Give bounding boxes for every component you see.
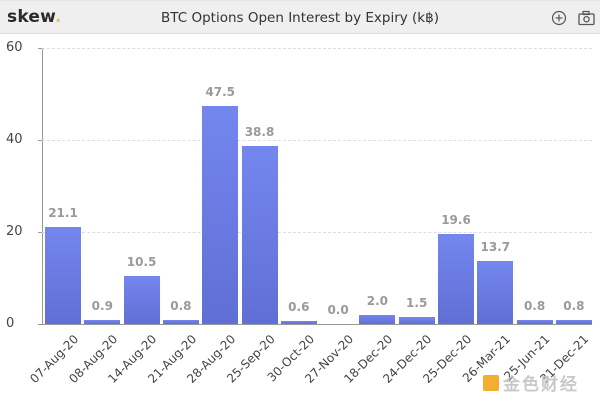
camera-icon[interactable] bbox=[578, 10, 595, 26]
y-axis bbox=[42, 48, 43, 325]
gridline bbox=[42, 140, 592, 141]
y-tick-mark bbox=[38, 140, 42, 141]
bar[interactable] bbox=[280, 321, 317, 324]
watermark: 金色财经 bbox=[483, 370, 579, 395]
logo-dot: . bbox=[54, 7, 62, 27]
bar[interactable] bbox=[359, 314, 396, 324]
logo-text: skew bbox=[7, 7, 55, 27]
bar[interactable] bbox=[516, 320, 553, 324]
bar-value-label: 0.8 bbox=[170, 299, 192, 314]
bar[interactable] bbox=[555, 320, 592, 324]
bar[interactable] bbox=[438, 233, 474, 324]
bar[interactable] bbox=[241, 145, 278, 324]
bar-value-label: 2.0 bbox=[366, 293, 389, 308]
gridline bbox=[42, 232, 592, 233]
bar-chart: 60 40 20 0 21.1 07-Aug-20 0.9 08-Aug-20 10.5 14-A… bbox=[0, 34, 600, 403]
y-tick-label: 40 bbox=[6, 132, 23, 147]
watermark-logo-icon bbox=[483, 374, 499, 391]
y-tick-label: 0 bbox=[6, 316, 15, 331]
bar-value-label: 10.5 bbox=[126, 254, 157, 269]
bar-value-label: 0.6 bbox=[288, 300, 310, 315]
y-tick-label: 20 bbox=[6, 224, 23, 239]
bar[interactable] bbox=[202, 105, 239, 324]
bar-value-label: 1.5 bbox=[406, 296, 428, 311]
chart-title: BTC Options Open Interest by Expiry (k฿) bbox=[161, 10, 439, 26]
bar-value-label: 19.6 bbox=[441, 212, 471, 227]
bar-value-label: 0.9 bbox=[91, 298, 113, 313]
y-tick-mark bbox=[38, 48, 42, 49]
bar-value-label: 47.5 bbox=[205, 84, 235, 99]
bar[interactable] bbox=[84, 319, 121, 324]
bar[interactable] bbox=[477, 260, 514, 324]
bar-value-label: 0.0 bbox=[327, 303, 349, 317]
watermark-text: 金色财经 bbox=[503, 375, 579, 395]
y-tick-label: 60 bbox=[6, 40, 23, 55]
x-axis bbox=[42, 324, 592, 325]
bar[interactable] bbox=[123, 275, 160, 324]
bar[interactable] bbox=[45, 226, 81, 324]
bar-value-label: 21.1 bbox=[48, 205, 78, 220]
y-tick-mark bbox=[38, 324, 42, 325]
bar-value-label: 0.8 bbox=[563, 299, 585, 314]
zoom-in-icon[interactable] bbox=[551, 10, 567, 26]
bar[interactable] bbox=[398, 317, 435, 324]
chart-header: skew. BTC Options Open Interest by Expir… bbox=[0, 0, 600, 34]
gridline bbox=[42, 48, 592, 49]
bar-value-label: 0.8 bbox=[523, 299, 546, 314]
y-tick-mark bbox=[38, 232, 42, 233]
skew-logo: skew. bbox=[7, 7, 62, 27]
bar-value-label: 38.8 bbox=[244, 124, 275, 139]
bar[interactable] bbox=[162, 320, 199, 324]
bar-value-label: 13.7 bbox=[480, 239, 511, 254]
